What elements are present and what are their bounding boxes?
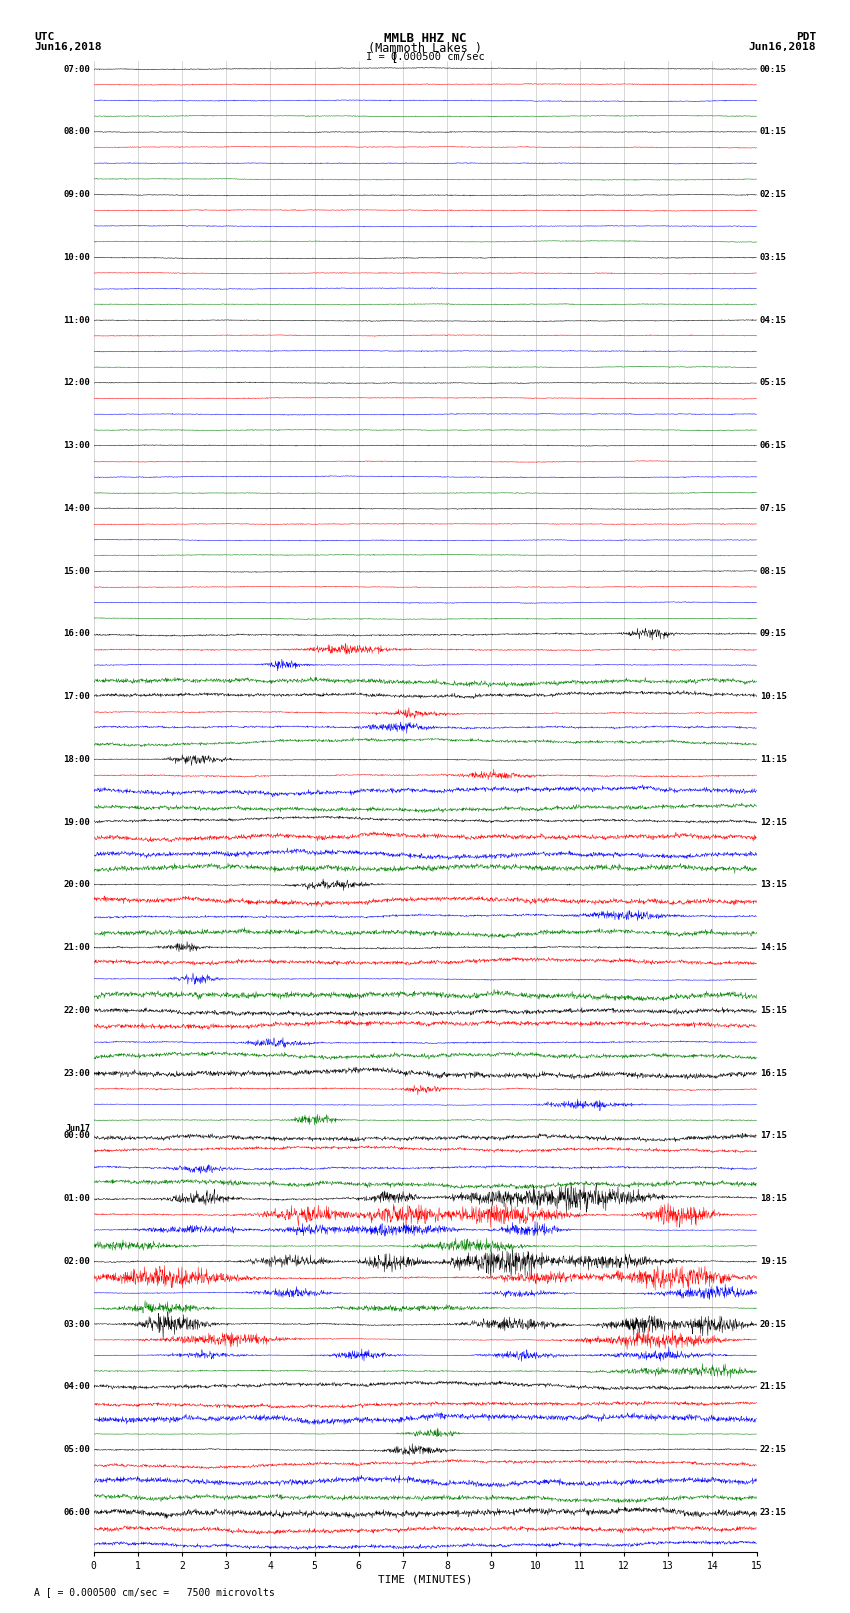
Text: 22:00: 22:00	[63, 1007, 90, 1015]
Text: 07:15: 07:15	[760, 503, 787, 513]
Text: Jun16,2018: Jun16,2018	[749, 42, 816, 52]
Text: 19:00: 19:00	[63, 818, 90, 827]
Text: 06:00: 06:00	[63, 1508, 90, 1516]
Text: 01:15: 01:15	[760, 127, 787, 137]
Text: 15:00: 15:00	[63, 566, 90, 576]
Text: 22:15: 22:15	[760, 1445, 787, 1455]
Text: 00:00: 00:00	[63, 1131, 90, 1140]
Text: I = 0.000500 cm/sec: I = 0.000500 cm/sec	[366, 52, 484, 61]
Text: 17:00: 17:00	[63, 692, 90, 702]
Text: 21:00: 21:00	[63, 944, 90, 952]
Text: 21:15: 21:15	[760, 1382, 787, 1392]
Text: UTC: UTC	[34, 32, 54, 42]
Text: 09:00: 09:00	[63, 190, 90, 198]
Text: 16:15: 16:15	[760, 1069, 787, 1077]
Text: 11:15: 11:15	[760, 755, 787, 765]
Text: 07:00: 07:00	[63, 65, 90, 74]
Text: 18:00: 18:00	[63, 755, 90, 765]
Text: MMLB HHZ NC: MMLB HHZ NC	[383, 32, 467, 45]
Text: 01:00: 01:00	[63, 1194, 90, 1203]
Text: 14:15: 14:15	[760, 944, 787, 952]
Text: 17:15: 17:15	[760, 1131, 787, 1140]
Text: 13:00: 13:00	[63, 442, 90, 450]
X-axis label: TIME (MINUTES): TIME (MINUTES)	[377, 1574, 473, 1586]
Text: (Mammoth Lakes ): (Mammoth Lakes )	[368, 42, 482, 55]
Text: 06:15: 06:15	[760, 442, 787, 450]
Text: 08:15: 08:15	[760, 566, 787, 576]
Text: 03:15: 03:15	[760, 253, 787, 261]
Text: 13:15: 13:15	[760, 881, 787, 889]
Text: 20:00: 20:00	[63, 881, 90, 889]
Text: 04:15: 04:15	[760, 316, 787, 324]
Text: 11:00: 11:00	[63, 316, 90, 324]
Text: 08:00: 08:00	[63, 127, 90, 137]
Text: 04:00: 04:00	[63, 1382, 90, 1392]
Text: 05:00: 05:00	[63, 1445, 90, 1455]
Text: 14:00: 14:00	[63, 503, 90, 513]
Text: PDT: PDT	[796, 32, 816, 42]
Text: 10:00: 10:00	[63, 253, 90, 261]
Text: Jun17: Jun17	[65, 1124, 90, 1132]
Text: 16:00: 16:00	[63, 629, 90, 639]
Text: [: [	[390, 50, 397, 65]
Text: 12:00: 12:00	[63, 379, 90, 387]
Text: 23:15: 23:15	[760, 1508, 787, 1516]
Text: 10:15: 10:15	[760, 692, 787, 702]
Text: 18:15: 18:15	[760, 1194, 787, 1203]
Text: A [ = 0.000500 cm/sec =   7500 microvolts: A [ = 0.000500 cm/sec = 7500 microvolts	[34, 1587, 275, 1597]
Text: 02:15: 02:15	[760, 190, 787, 198]
Text: Jun16,2018: Jun16,2018	[34, 42, 101, 52]
Text: 20:15: 20:15	[760, 1319, 787, 1329]
Text: 09:15: 09:15	[760, 629, 787, 639]
Text: 23:00: 23:00	[63, 1069, 90, 1077]
Text: 02:00: 02:00	[63, 1257, 90, 1266]
Text: 00:15: 00:15	[760, 65, 787, 74]
Text: 19:15: 19:15	[760, 1257, 787, 1266]
Text: 12:15: 12:15	[760, 818, 787, 827]
Text: 05:15: 05:15	[760, 379, 787, 387]
Text: 03:00: 03:00	[63, 1319, 90, 1329]
Text: 15:15: 15:15	[760, 1007, 787, 1015]
